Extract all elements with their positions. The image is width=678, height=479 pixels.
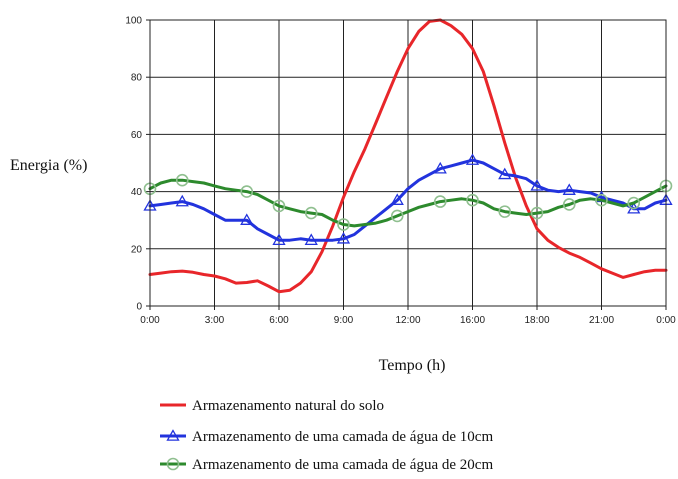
series-line (148, 178, 668, 228)
triangle-marker (498, 167, 512, 180)
y-tick-label: 60 (131, 130, 143, 141)
legend: Armazenamento natural do solo Armazenamen… (160, 398, 493, 473)
circle-marker (466, 193, 479, 207)
triangle-marker (390, 193, 404, 205)
series-line (148, 18, 668, 294)
legend-label: Armazenamento natural do solo (192, 398, 384, 414)
x-tick-label: 0:00 (140, 315, 160, 326)
triangle-marker (562, 183, 576, 195)
x-tick-label: 18:00 (524, 315, 549, 326)
y-tick-label: 40 (131, 187, 143, 198)
x-tick-label: 6:00 (269, 315, 289, 326)
circle-marker (272, 199, 286, 213)
triangle-marker (272, 233, 286, 245)
legend-label: Armazenamento de uma camada de água de 2… (192, 457, 493, 473)
x-tick-label: 21:00 (589, 315, 614, 326)
circle-marker (562, 198, 576, 211)
x-tick-label: 0:00 (656, 315, 676, 326)
series-line (148, 158, 668, 242)
triangle-marker (304, 233, 318, 245)
triangle-marker (240, 213, 254, 225)
triangle-marker (433, 161, 447, 174)
series-layer (143, 18, 673, 294)
y-axis-label: Energia (%) (10, 157, 87, 174)
triangle-marker (530, 179, 544, 191)
x-tick-label: 9:00 (334, 315, 354, 326)
circle-marker (175, 173, 189, 187)
y-tick-label: 100 (125, 16, 142, 27)
x-tick-label: 3:00 (205, 315, 225, 326)
legend-label: Armazenamento de uma camada de água de 1… (192, 429, 493, 445)
circle-marker (240, 185, 254, 198)
circle-marker (166, 457, 180, 471)
triangle-marker (166, 429, 180, 441)
circle-marker (498, 205, 512, 218)
x-tick-label: 12:00 (395, 315, 420, 326)
legend-item: Armazenamento natural do solo (160, 398, 384, 414)
axis-ticks: 0:00 3:00 6:00 9:00 12:00 16:00 18:00 21:00 0:00… (125, 16, 676, 327)
legend-item: Armazenamento de uma camada de água de 1… (160, 429, 493, 445)
y-tick-label: 80 (131, 73, 143, 84)
circle-marker (390, 209, 404, 223)
circle-marker (304, 206, 318, 220)
triangle-marker (175, 194, 189, 207)
y-tick-label: 20 (131, 244, 143, 255)
x-tick-label: 16:00 (460, 315, 485, 326)
plot-frame (149, 19, 667, 307)
y-tick-label: 0 (136, 302, 142, 313)
circle-marker (530, 206, 544, 220)
series-1 (148, 18, 668, 294)
circle-marker (337, 218, 350, 231)
circle-marker (433, 195, 447, 208)
circle-marker (627, 196, 641, 210)
triangle-marker (336, 231, 351, 244)
x-axis-label: Tempo (h) (379, 357, 446, 374)
triangle-marker (465, 153, 480, 165)
circle-marker (595, 193, 608, 207)
legend-item: Armazenamento de uma camada de água de 2… (160, 457, 493, 473)
series-2 (143, 153, 673, 245)
